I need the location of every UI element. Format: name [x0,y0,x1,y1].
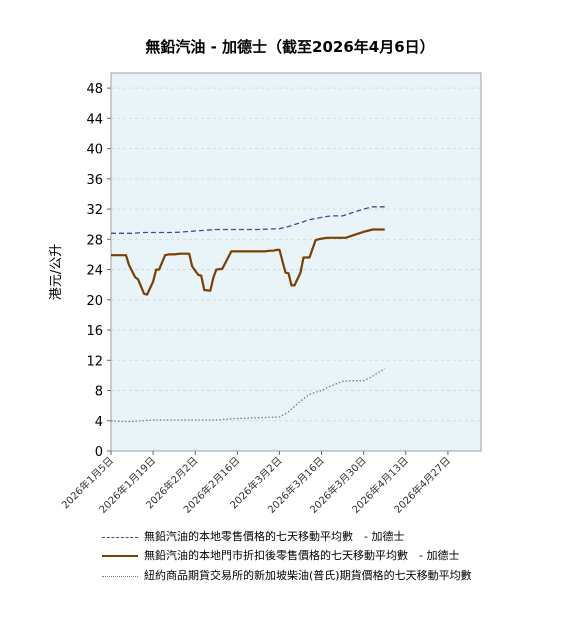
y-tick-label: 16 [86,324,103,339]
y-tick-label: 8 [95,385,103,400]
legend-label: 無鉛汽油的本地門市折扣後零售價格的七天移動平均數 - 加德士 [144,549,460,562]
series-lines [110,206,386,423]
y-tick-label: 0 [95,445,103,460]
y-tick-label: 28 [86,233,103,248]
grid-lines [111,87,481,422]
series-line-3 [110,368,386,423]
y-tick-label: 48 [86,82,103,97]
series-line-2 [111,228,385,296]
y-tick-label: 24 [86,264,103,279]
y-tick-label: 4 [95,415,103,430]
y-tick-label: 44 [86,112,103,127]
y-tick-label: 32 [86,203,103,218]
legend-swatch [102,555,138,557]
legend-item: 無鉛汽油的本地零售價格的七天移動平均數 - 加德士 [102,530,404,544]
y-tick-label: 36 [86,173,103,188]
y-tick-label: 40 [86,143,103,158]
legend-item: 無鉛汽油的本地門市折扣後零售價格的七天移動平均數 - 加德士 [102,549,459,563]
y-tick-label: 20 [86,294,103,309]
plot-area [110,72,482,452]
legend-label: 無鉛汽油的本地零售價格的七天移動平均數 - 加德士 [144,530,405,543]
chart-title: 無鉛汽油 - 加德士（截至2026年4月6日） [145,38,435,56]
legend-item: 紐約商品期貨交易所的新加坡柴油(普氏)期貨價格的七天移動平均數 [102,569,472,583]
y-tick-label: 12 [86,354,103,369]
series-line-1 [111,206,385,234]
legend-swatch [102,575,138,577]
x-axis-ticks: 2026年1月5日2026年1月19日2026年2月2日2026年2月16日20… [59,451,453,516]
y-axis-label: 港元/公升 [49,244,64,300]
legend-label: 紐約商品期貨交易所的新加坡柴油(普氏)期貨價格的七天移動平均數 [144,569,472,582]
legend-swatch [102,536,138,538]
